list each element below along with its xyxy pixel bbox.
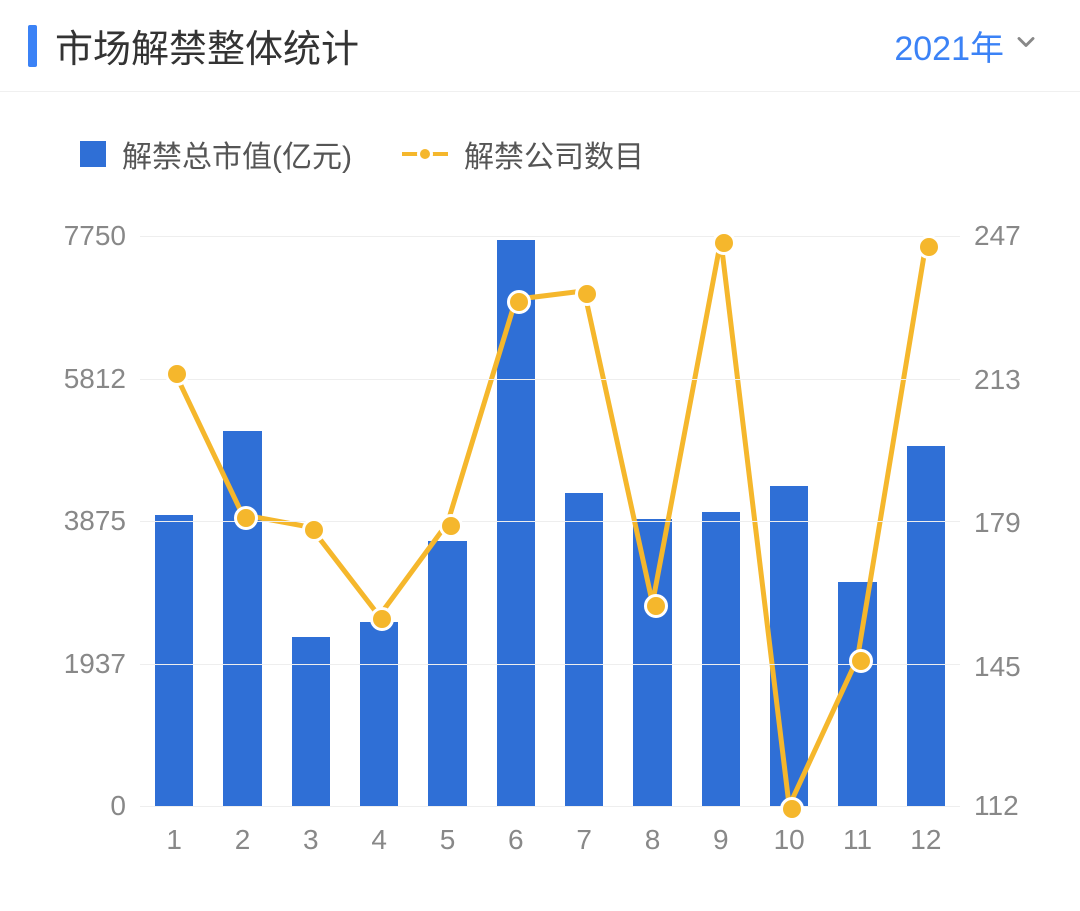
line-marker [370,607,394,631]
ytick-right: 247 [960,220,1021,252]
xtick: 5 [440,806,456,856]
ytick-left: 7750 [64,220,140,252]
ytick-right: 112 [960,790,1019,822]
ytick-left: 0 [110,790,140,822]
line-marker [234,506,258,530]
xtick: 11 [843,806,872,856]
legend-line-label: 解禁公司数目 [464,132,644,176]
ytick-left: 1937 [64,648,140,680]
line-path [174,240,926,806]
legend-bar-label: 解禁总市值(亿元) [122,132,352,176]
xtick: 8 [645,806,661,856]
page-title: 市场解禁整体统计 [55,18,359,73]
year-selector[interactable]: 2021年 [894,21,1040,70]
header: 市场解禁整体统计 2021年 [0,0,1080,92]
chevron-down-icon [1012,26,1040,65]
xtick: 4 [371,806,387,856]
ytick-right: 179 [960,507,1021,539]
ytick-right: 145 [960,651,1021,683]
year-label: 2021年 [894,21,1004,70]
legend-item-bar: 解禁总市值(亿元) [80,132,352,176]
line-marker [849,649,873,673]
chart: 0193738755812775011214517921324712345678… [50,216,1030,876]
xtick: 6 [508,806,524,856]
ytick-left: 3875 [64,505,140,537]
ytick-left: 5812 [64,363,140,395]
line-marker [575,282,599,306]
plot-area: 0193738755812775011214517921324712345678… [140,236,960,806]
xtick: 3 [303,806,319,856]
legend-swatch-line [402,141,448,167]
xtick: 9 [713,806,729,856]
line-marker [780,797,804,821]
xtick: 12 [910,806,941,856]
line-marker [302,518,326,542]
xtick: 1 [166,806,182,856]
title-wrap: 市场解禁整体统计 [28,18,359,73]
legend-swatch-bar [80,141,106,167]
line-marker [644,594,668,618]
line-marker [439,514,463,538]
line-marker [712,231,736,255]
legend: 解禁总市值(亿元) 解禁公司数目 [0,92,1080,186]
xtick: 7 [576,806,592,856]
ytick-right: 213 [960,364,1021,396]
xtick: 2 [235,806,251,856]
legend-item-line: 解禁公司数目 [402,132,644,176]
line-marker [507,290,531,314]
title-accent-bar [28,25,37,67]
